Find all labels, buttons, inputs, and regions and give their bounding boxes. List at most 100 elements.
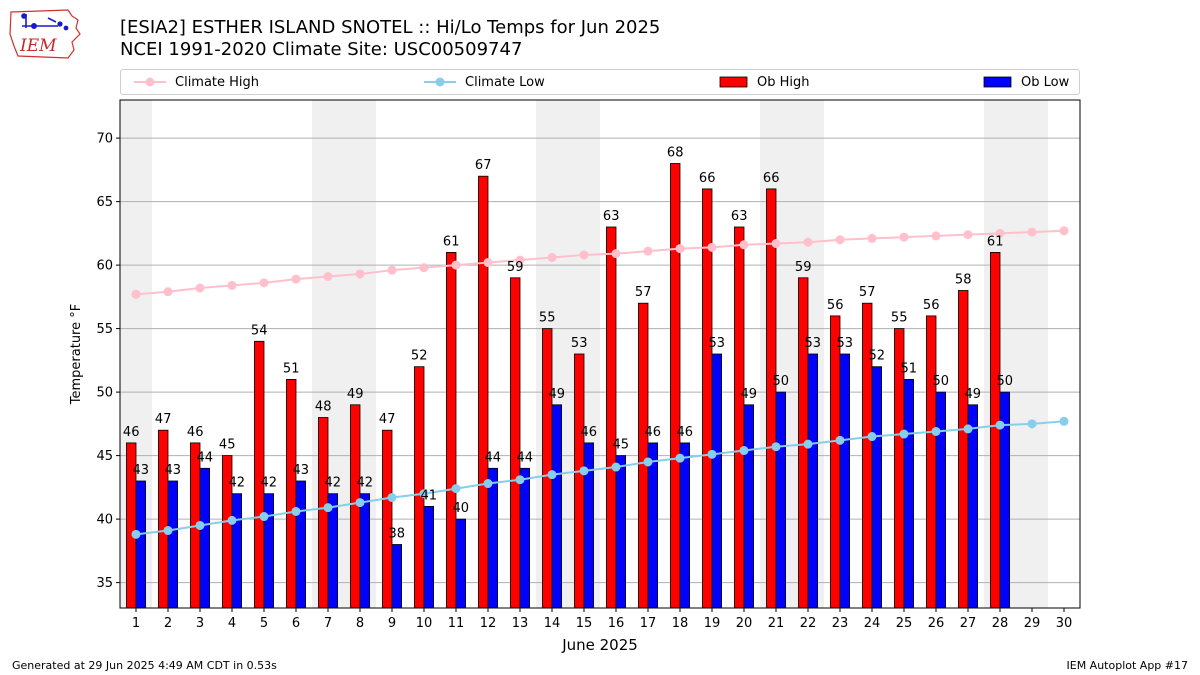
climate-high-point-day-27 [963,230,973,240]
x-tick-label-28: 28 [992,616,1009,631]
chart-legend: Climate High Climate Low Ob High Ob Low [120,69,1080,95]
y-tick-label-70: 70 [96,132,113,147]
ob-low-value-label-day-16: 45 [613,438,630,453]
climate-high-point-day-18 [675,244,685,254]
ob-low-value-label-day-23: 53 [837,336,854,351]
ob-low-bar-day-8 [359,493,371,609]
x-tick-label-19: 19 [704,616,721,631]
x-tick-label-15: 15 [576,616,593,631]
ob-high-value-label-day-8: 49 [347,387,364,402]
climate-low-point-day-26 [931,426,941,436]
ob-high-value-label-day-23: 56 [827,298,844,313]
ob-low-bar-day-4 [231,493,243,609]
ob-high-bar-day-19 [702,188,713,609]
ob-high-value-label-day-1: 46 [123,425,140,440]
grid-lines [120,137,1080,584]
x-tick-label-21: 21 [768,616,785,631]
iowa-state-outline-icon [9,9,81,59]
climate-high-point-day-6 [291,274,301,284]
climate-high-point-day-3 [195,283,205,293]
x-tick-label-17: 17 [640,616,657,631]
climate-low-point-day-25 [899,429,909,439]
x-tick-label-13: 13 [512,616,529,631]
iem-logo-text: IEM [19,36,57,56]
ob-high-bar-day-9 [381,429,393,609]
climate-low-point-day-13 [515,475,525,485]
climate-low-point-day-9 [387,493,397,503]
x-tick-label-8: 8 [356,616,364,631]
climate-high-point-day-28 [995,228,1005,238]
ob-high-value-label-day-11: 61 [443,234,460,249]
climate-low-point-day-21 [771,442,781,452]
y-axis-label: Temperature °F [69,304,84,405]
ob-low-bar-day-3 [199,467,211,609]
ob-high-bar-day-21 [766,188,777,609]
ob-high-bar-day-27 [958,290,969,609]
ob-low-bar-day-10 [423,505,435,609]
y-axis: 35 40 45 50 55 60 65 70 [96,132,120,591]
climate-high-point-day-20 [739,240,749,250]
ob-high-bar-day-6 [285,378,297,609]
chart-title: [ESIA2] ESTHER ISLAND SNOTEL :: Hi/Lo Te… [120,17,661,38]
ob-low-bar-day-6 [295,480,307,609]
ob-high-value-label-day-28: 61 [987,234,1004,249]
y-tick-label-40: 40 [96,513,113,528]
ob-high-value-label-day-19: 66 [699,171,716,186]
ob-high-value-label-day-6: 51 [283,361,300,376]
climate-low-line [135,420,1065,536]
y-tick-label-50: 50 [96,386,113,401]
climate-low-point-day-7 [323,503,333,513]
ob-high-value-label-day-9: 47 [379,412,396,427]
x-tick-label-27: 27 [960,616,977,631]
ob-low-value-label-day-24: 52 [869,349,886,364]
climate-high-point-day-23 [835,235,845,245]
ob-low-value-label-day-17: 46 [645,425,662,440]
ob-low-bar-day-17 [647,442,659,609]
ob-low-value-label-day-8: 42 [357,476,374,491]
y-tick-label-45: 45 [96,449,113,464]
climate-high-point-day-25 [899,232,909,242]
ob-high-value-label-day-10: 52 [411,349,428,364]
climate-high-point-day-2 [163,287,173,297]
x-axis: 1 2 3 4 5 6 7 8 9 10 11 12 13 14 15 16 17 18 19 20 21 22 23 24 2… [132,608,1072,631]
ob-low-bar-day-12 [487,467,499,609]
climate-high-point-day-4 [227,280,237,290]
ob-high-value-label-day-5: 54 [251,323,268,338]
plot-frame [119,99,1081,609]
legend-item-climate-low: Climate Low [423,70,545,94]
ob-high-bar-day-20 [734,226,745,609]
ob-low-value-label-day-9: 38 [389,527,406,542]
ob-high-value-label-day-18: 68 [667,146,684,161]
x-tick-label-10: 10 [416,616,433,631]
x-tick-label-12: 12 [480,616,497,631]
weather-instruments-icon [21,13,69,31]
ob-high-value-label-day-26: 56 [923,298,940,313]
x-tick-label-1: 1 [132,616,140,631]
ob-low-value-label-day-18: 46 [677,425,694,440]
y-tick-label-55: 55 [96,322,113,337]
ob-low-value-label-day-7: 42 [325,476,342,491]
legend-swatch-climate-low [424,77,456,87]
climate-high-point-day-1 [131,289,141,299]
climate-high-point-day-19 [707,242,717,252]
climate-low-point-day-27 [963,424,973,434]
ob-high-bar-day-15 [574,353,585,609]
bars [126,163,1011,609]
ob-low-bar-day-19 [711,353,723,609]
ob-low-value-label-day-27: 49 [965,387,982,402]
climate-high-point-day-15 [579,250,589,260]
x-tick-label-11: 11 [448,616,465,631]
ob-low-value-label-day-20: 49 [741,387,758,402]
ob-high-value-label-day-3: 46 [187,425,204,440]
ob-high-bar-day-17 [638,302,649,609]
ob-high-bar-day-12 [477,175,489,609]
climate-low-point-day-28 [995,420,1005,430]
climate-low-point-day-8 [355,498,365,508]
ob-low-value-label-day-10: 41 [421,488,438,503]
ob-high-value-label-day-21: 66 [763,171,780,186]
x-tick-label-22: 22 [800,616,817,631]
x-axis-label: June 2025 [561,636,638,654]
legend-item-climate-high: Climate High [133,70,259,94]
climate-low-point-day-20 [739,446,749,456]
ob-high-value-label-day-15: 53 [571,336,588,351]
